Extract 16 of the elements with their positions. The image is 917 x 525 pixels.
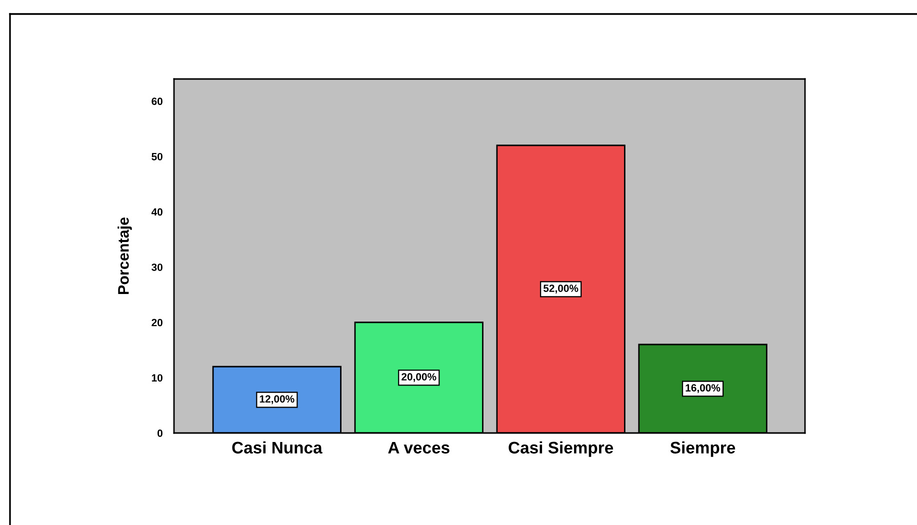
data-label: 52,00% <box>543 284 578 294</box>
y-tick-label: 0 <box>158 430 162 437</box>
y-tick-label: 50 <box>152 152 162 160</box>
x-tick-label: Siempre <box>670 441 736 457</box>
y-tick-label: 20 <box>152 318 162 326</box>
x-tick-label: Casi Siempre <box>508 441 614 457</box>
x-tick-label: A veces <box>388 442 450 454</box>
x-tick-label: Casi Nunca <box>232 441 322 454</box>
y-tick-label: 10 <box>152 374 162 382</box>
y-axis-title: Porcentaje <box>118 217 132 294</box>
y-tick-label: 40 <box>151 208 162 216</box>
data-label: 16,00% <box>686 384 720 394</box>
y-tick-label: 30 <box>152 264 162 271</box>
y-tick-label: 60 <box>152 98 162 105</box>
data-label: 12,00% <box>260 395 294 404</box>
data-label: 20,00% <box>402 373 436 382</box>
